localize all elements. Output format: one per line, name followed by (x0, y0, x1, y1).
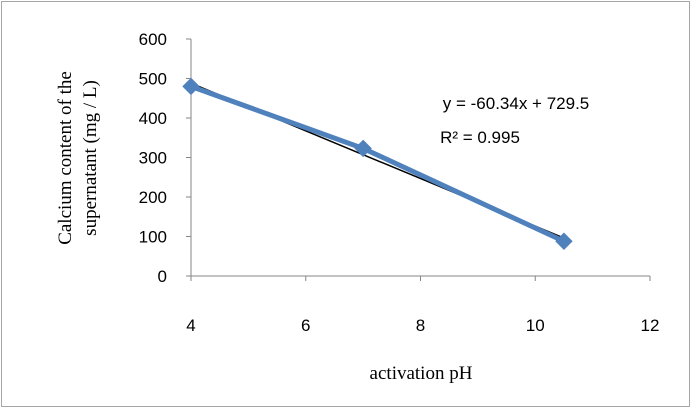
y-axis-title-line-1: Calcium content of the (55, 71, 76, 245)
trendline-equation: y = -60.34x + 729.5 (443, 94, 590, 113)
y-axis-title-line-2: supernatant (mg / L) (80, 80, 101, 236)
axes (190, 39, 650, 277)
y-tick-label: 300 (139, 149, 167, 168)
x-tick-label: 6 (301, 316, 310, 335)
data-point-marker (555, 232, 573, 250)
y-tick-label: 200 (139, 188, 167, 207)
data-point-marker (354, 139, 372, 158)
y-tick-label: 400 (139, 109, 167, 128)
x-tick-label: 4 (186, 316, 195, 335)
x-tick-label: 10 (526, 316, 545, 335)
x-tick-label: 12 (641, 316, 660, 335)
y-tick-label: 500 (139, 70, 167, 89)
data-point-marker (182, 77, 200, 96)
trendline-r-squared: R² = 0.995 (440, 128, 520, 147)
x-tick-label: 8 (416, 316, 425, 335)
series-group (182, 77, 573, 250)
x-ticks: 4 6 8 10 12 (186, 276, 659, 335)
y-ticks: 0 100 200 300 400 500 600 (139, 30, 191, 286)
y-tick-label: 0 (158, 267, 167, 286)
y-tick-label: 100 (139, 228, 167, 247)
y-tick-label: 600 (139, 30, 167, 49)
y-axis-title: Calcium content of the supernatant (mg /… (55, 71, 101, 245)
x-axis-title: activation pH (370, 363, 473, 384)
